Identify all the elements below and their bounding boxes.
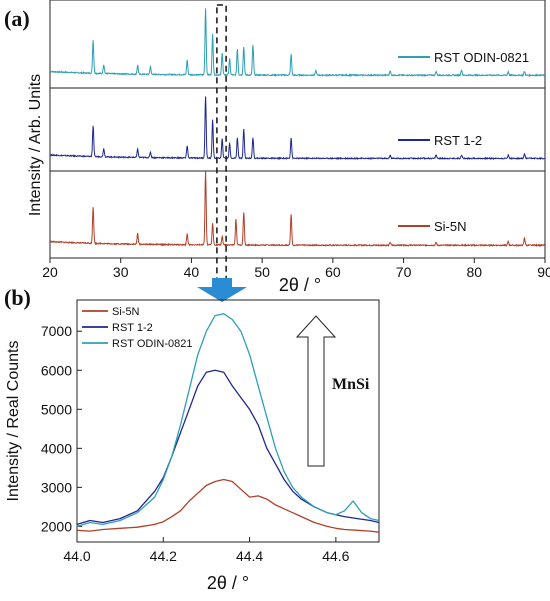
legend-si5n: Si-5N: [398, 219, 467, 234]
ytick-label-b: 6000: [41, 362, 72, 378]
ytick-label-b: 4000: [41, 440, 72, 456]
ytick-label-b: 5000: [41, 401, 72, 417]
panel-b-xticks: 44.0 44.2 44.4 44.6: [63, 537, 350, 564]
series-line-a-1: [49, 96, 546, 161]
series-line-a-0: [49, 8, 546, 78]
panel-b-series: [76, 313, 380, 533]
ytick-label-b: 3000: [41, 479, 72, 495]
xtick-label-a: 50: [254, 264, 270, 280]
panel-b-yticks: 2000 3000 4000 5000 6000 7000: [41, 323, 82, 534]
legend-b-label: RST ODIN-0821: [112, 338, 193, 350]
legend-b-label: Si-5N: [112, 306, 140, 318]
ytick-label-b: 2000: [41, 518, 72, 534]
xtick-label-a: 90: [537, 264, 550, 280]
panel-a-series: [49, 8, 546, 248]
legend-si5n-label: Si-5N: [434, 219, 467, 234]
legend-rst12-label: RST 1-2: [434, 133, 482, 148]
xtick-label-a: 70: [396, 264, 412, 280]
xtick-label-a: 80: [466, 264, 482, 280]
panel-a-xlabel: 2θ / °: [279, 275, 321, 295]
panel-b-ylabel: Intensity / Real Counts: [5, 341, 22, 502]
legend-odin: RST ODIN-0821: [398, 50, 529, 65]
panel-b-label: (b): [4, 285, 31, 310]
panel-a-xticks: 20 30 40 50 60 70 80 90: [42, 258, 550, 280]
panel-a-frame: [49, 0, 546, 259]
mnsi-annotation: MnSi: [332, 376, 370, 393]
xtick-label-a: 20: [42, 264, 58, 280]
legend-b-label: RST 1-2: [112, 322, 153, 334]
panel-a-label: (a): [4, 6, 30, 31]
xtick-label-b: 44.2: [150, 548, 177, 564]
xtick-label-b: 44.6: [322, 548, 349, 564]
panel-b-legend: Si-5N RST 1-2 RST ODIN-0821: [82, 306, 193, 350]
panel-a: (a) Intensity / Arb. Units 20 30 40 50 60 70 8…: [4, 0, 550, 302]
xtick-label-b: 44.4: [236, 548, 263, 564]
up-arrow-icon: [295, 315, 337, 467]
xtick-label-a: 30: [113, 264, 129, 280]
ytick-label-b: 7000: [41, 323, 72, 339]
xtick-label-b: 44.0: [63, 548, 90, 564]
series-line-a-2: [49, 171, 546, 248]
xtick-label-a: 60: [325, 264, 341, 280]
legend-rst12: RST 1-2: [398, 133, 482, 148]
panel-b-xlabel: 2θ / °: [207, 573, 249, 593]
zoom-arrow-icon: [197, 278, 247, 302]
legend-odin-label: RST ODIN-0821: [434, 50, 529, 65]
panel-b: (b) Intensity / Real Counts 2000 3000 4000…: [4, 285, 380, 593]
panel-b-frame: [76, 299, 380, 543]
series-line-b-0: [76, 478, 380, 533]
xtick-label-a: 40: [184, 264, 200, 280]
series-line-b-2: [76, 313, 380, 528]
panel-a-ylabel: Intensity / Arb. Units: [27, 74, 44, 216]
series-line-b-1: [76, 369, 380, 526]
highlight-box: [216, 4, 227, 281]
